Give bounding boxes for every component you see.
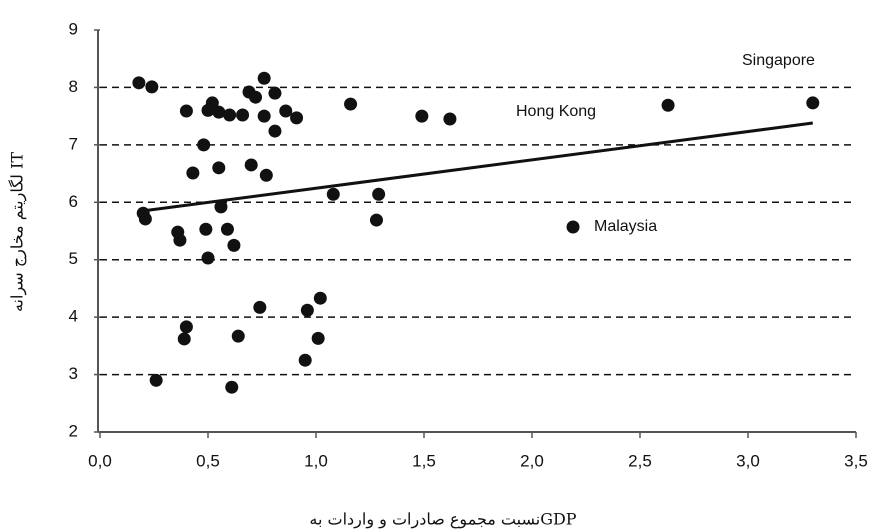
x-tick-label: 3,5 [844, 451, 868, 470]
trend-line [143, 121, 813, 213]
point [201, 251, 215, 265]
point [253, 300, 267, 314]
point [244, 158, 258, 172]
point [149, 373, 163, 387]
point [257, 109, 271, 123]
point [179, 320, 193, 334]
point [225, 380, 239, 394]
annotation: Hong Kong [516, 103, 596, 120]
point [145, 80, 159, 94]
annotation: Malaysia [594, 218, 657, 235]
x-tick-label: 0,5 [196, 451, 220, 470]
point [231, 329, 245, 343]
y-tick-label: 4 [69, 307, 78, 326]
y-tick-label: 8 [69, 77, 78, 96]
point [369, 213, 383, 227]
point [197, 138, 211, 152]
point [220, 222, 234, 236]
point [173, 233, 187, 247]
point [227, 238, 241, 252]
point [443, 112, 457, 126]
point [313, 291, 327, 305]
point [372, 187, 386, 201]
point [344, 97, 358, 111]
point [259, 168, 273, 182]
point [806, 96, 820, 110]
point [177, 332, 191, 346]
x-tick-label: 3,0 [736, 451, 760, 470]
point [223, 108, 237, 122]
point [212, 105, 226, 119]
x-tick-label: 2,5 [628, 451, 652, 470]
point [566, 220, 580, 234]
point [186, 166, 200, 180]
point [257, 71, 271, 85]
x-tick-label: 1,0 [304, 451, 328, 470]
y-tick-label: 9 [69, 19, 78, 38]
point [300, 303, 314, 317]
y-axis-label: لگاریتم مخارج سرانه IT [8, 152, 27, 312]
y-tick-label: 2 [69, 421, 78, 440]
point [214, 200, 228, 214]
x-tick-label: 0,0 [88, 451, 112, 470]
point [179, 104, 193, 118]
point [236, 108, 250, 122]
point [279, 104, 293, 118]
point [249, 90, 263, 104]
point [132, 76, 146, 90]
x-tick-label: 2,0 [520, 451, 544, 470]
y-tick-label: 7 [69, 134, 78, 153]
point [199, 222, 213, 236]
y-tick-label: 5 [69, 249, 78, 268]
point [268, 86, 282, 100]
x-tick-label: 1,5 [412, 451, 436, 470]
y-tick-label: 6 [69, 192, 78, 211]
point [415, 109, 429, 123]
point [311, 331, 325, 345]
point [298, 353, 312, 367]
point [138, 212, 152, 226]
point [205, 96, 219, 110]
point [326, 187, 340, 201]
annotation: Singapore [742, 52, 815, 69]
point [661, 98, 675, 112]
point [290, 111, 304, 125]
point [268, 124, 282, 138]
y-tick-label: 3 [69, 364, 78, 383]
point [212, 161, 226, 175]
x-axis-label: نسبت مجموع صادرات و واردات بهGDP [309, 510, 576, 529]
